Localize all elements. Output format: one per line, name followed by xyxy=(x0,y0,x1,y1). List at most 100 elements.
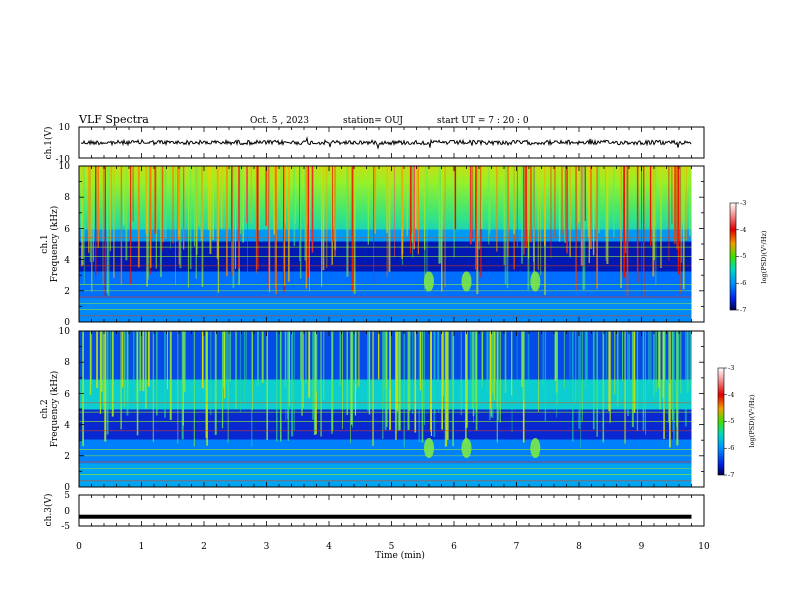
sferic-streak xyxy=(660,166,662,269)
sferic-streak xyxy=(255,166,257,273)
sferic-streak xyxy=(686,166,687,241)
spectrogram-band xyxy=(79,214,692,218)
sferic-streak xyxy=(175,166,176,286)
sferic-streak xyxy=(671,166,673,224)
sferic-streak xyxy=(306,166,308,225)
sferic-streak xyxy=(477,166,479,247)
sferic-streak xyxy=(653,166,655,261)
sferic-streak xyxy=(142,331,145,391)
sferic-streak xyxy=(120,166,123,286)
spectrogram-band xyxy=(79,178,692,182)
sferic-streak xyxy=(674,166,677,239)
sferic-streak xyxy=(351,166,354,292)
sferic-streak xyxy=(412,331,414,414)
sferic-streak xyxy=(189,166,192,270)
sferic-streak xyxy=(256,166,259,270)
sferic-streak xyxy=(109,331,111,411)
sferic-streak xyxy=(540,166,542,276)
sferic-streak xyxy=(231,166,233,276)
sferic-streak xyxy=(471,331,474,409)
sferic-streak xyxy=(465,331,468,428)
spectrogram-band xyxy=(79,226,692,230)
spectrogram-band xyxy=(79,478,692,482)
sferic-streak xyxy=(283,166,285,293)
sferic-streak xyxy=(280,166,283,226)
ch3-waveform-ticks xyxy=(78,495,705,526)
x-tick-9: 9 xyxy=(639,542,645,552)
sferic-streak xyxy=(81,166,83,267)
sferic-streak xyxy=(152,331,154,442)
sferic-streak xyxy=(686,331,689,393)
ch1-ytick-6: 6 xyxy=(64,225,70,235)
sferic-streak xyxy=(605,166,606,237)
spectrogram-band xyxy=(79,259,692,263)
sferic-streak xyxy=(164,166,167,239)
sferic-streak xyxy=(311,166,314,253)
ch2-spectrogram-image xyxy=(79,331,704,488)
sferic-streak xyxy=(305,331,307,385)
sferic-streak xyxy=(149,166,152,268)
sferic-streak xyxy=(107,166,110,296)
sferic-streak xyxy=(569,166,571,258)
sferic-streak xyxy=(82,166,84,266)
sferic-streak xyxy=(386,166,388,233)
sferic-streak xyxy=(584,331,587,389)
sferic-streak xyxy=(652,166,655,277)
sferic-streak xyxy=(676,166,678,250)
sferic-streak xyxy=(480,166,483,229)
sferic-streak xyxy=(302,331,304,408)
sferic-streak xyxy=(544,331,547,421)
sferic-streak xyxy=(608,331,611,412)
sferic-streak xyxy=(251,331,253,447)
ch3-waveform-ylabel: ch.3(V) xyxy=(43,494,54,527)
spectrogram-band xyxy=(79,457,692,461)
sferic-streak xyxy=(332,166,333,242)
start-time-label: start UT = 7 : 20 : 0 xyxy=(437,116,529,126)
sferic-streak xyxy=(276,331,278,442)
spectrogram-band xyxy=(79,193,692,197)
emission-burst xyxy=(530,271,541,292)
sferic-streak xyxy=(323,331,325,400)
sferic-streak xyxy=(374,166,377,234)
sferic-streak xyxy=(201,331,204,389)
sferic-streak xyxy=(146,166,148,287)
sferic-streak xyxy=(147,331,150,387)
sferic-streak xyxy=(99,331,101,414)
sferic-streak xyxy=(312,331,314,380)
ch1-ytick-4: 4 xyxy=(64,256,70,266)
sferic-streak xyxy=(558,166,561,242)
sferic-streak xyxy=(668,166,670,261)
sferic-streak xyxy=(88,166,90,253)
sferic-streak xyxy=(476,166,479,295)
spectrogram-band xyxy=(79,292,692,296)
emission-burst xyxy=(530,438,541,458)
sferic-streak xyxy=(320,331,322,437)
sferic-streak xyxy=(453,166,455,258)
sferic-streak xyxy=(556,331,558,418)
sferic-streak xyxy=(229,331,231,382)
sferic-streak xyxy=(678,166,680,262)
sferic-streak xyxy=(433,331,436,437)
sferic-streak xyxy=(350,331,353,425)
spectrogram-band xyxy=(79,235,692,239)
sferic-streak xyxy=(97,166,99,248)
time-axis-tick-labels: 0 1 2 3 4 5 6 7 8 9 10 xyxy=(76,542,710,552)
sferic-streak xyxy=(616,331,619,407)
ch1-ytick-top: 10 xyxy=(59,123,71,133)
sferic-streak xyxy=(554,331,557,381)
ch1-cbar-tick-m4: -4 xyxy=(740,226,746,234)
ch2-cbar-tick-m6: -6 xyxy=(728,444,734,452)
sferic-streak xyxy=(596,166,598,289)
sferic-streak xyxy=(239,331,241,413)
sferic-streak xyxy=(533,166,535,287)
sferic-streak xyxy=(482,331,484,380)
sferic-streak xyxy=(472,331,475,416)
sferic-streak xyxy=(83,166,85,285)
sferic-streak xyxy=(668,331,670,384)
spectrogram-band xyxy=(79,205,692,209)
x-tick-5: 5 xyxy=(389,542,395,552)
sferic-streak xyxy=(636,331,639,432)
spectrogram-band xyxy=(79,484,692,488)
spectrogram-band xyxy=(79,223,692,227)
spectrogram-band xyxy=(79,472,692,476)
